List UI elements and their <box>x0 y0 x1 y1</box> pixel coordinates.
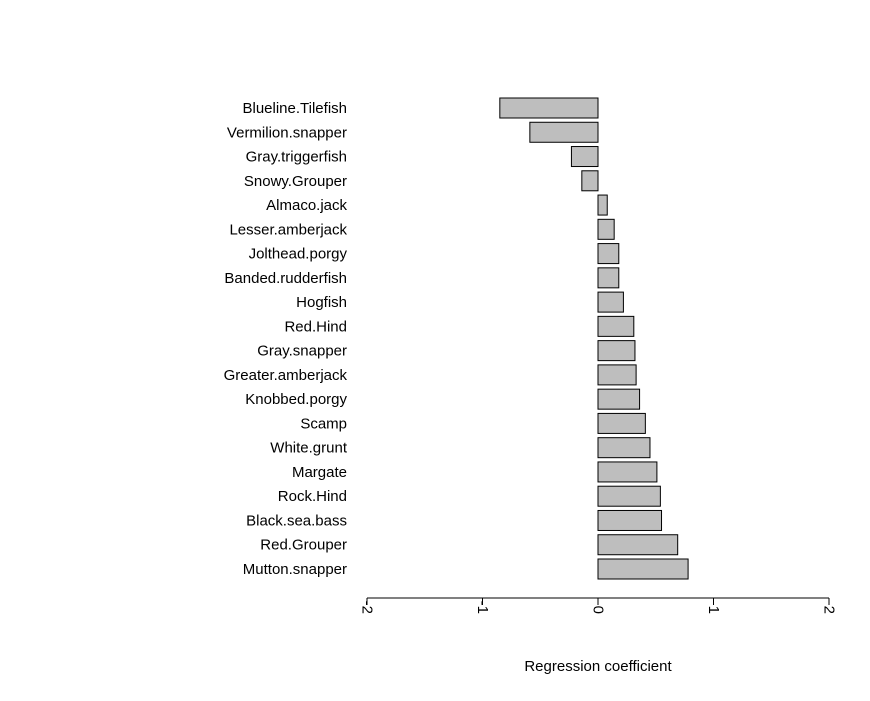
category-label: Snowy.Grouper <box>244 173 347 190</box>
category-label: Margate <box>292 464 347 481</box>
category-label: Rock.Hind <box>278 488 347 505</box>
x-tick-label: -1 <box>474 601 491 614</box>
bar-red-grouper <box>597 534 679 556</box>
x-tick-label: 2 <box>821 606 838 614</box>
category-label: White.grunt <box>270 440 348 457</box>
bar-vermilion-snapper <box>529 121 599 143</box>
bar-scamp <box>597 412 646 434</box>
category-label: Mutton.snapper <box>243 561 347 578</box>
bar-rock-hind <box>597 485 661 507</box>
bar-almaco-jack <box>597 194 608 216</box>
category-label: Knobbed.porgy <box>245 391 347 408</box>
x-tick-label: 1 <box>705 606 722 614</box>
bar-blueline-tilefish <box>499 97 599 119</box>
x-tick-label: -2 <box>359 601 376 614</box>
category-label: Gray.triggerfish <box>246 149 347 166</box>
bar-knobbed-porgy <box>597 388 641 410</box>
category-label: Hogfish <box>296 294 347 311</box>
x-axis: -2 -1 0 1 2 <box>359 597 838 614</box>
x-tick-label: 0 <box>590 606 607 614</box>
bar-red-hind <box>597 315 635 337</box>
bar-greater-amberjack <box>597 364 637 386</box>
category-label: Red.Hind <box>284 318 347 335</box>
bar-gray-triggerfish <box>570 146 599 168</box>
bar-hogfish <box>597 291 624 313</box>
bar-white-grunt <box>597 437 651 459</box>
bar-black-sea-bass <box>597 509 663 531</box>
bar-mutton-snapper <box>597 558 689 580</box>
category-labels: Blueline.Tilefish Vermilion.snapper Gray.t… <box>224 100 348 578</box>
category-label: Vermilion.snapper <box>227 124 347 141</box>
x-axis-title: Regression coefficient <box>524 658 672 675</box>
category-label: Red.Grouper <box>260 537 347 554</box>
category-label: Gray.snapper <box>257 343 347 360</box>
bars-layer <box>499 97 689 580</box>
category-label: Banded.rudderfish <box>224 270 347 287</box>
bar-snowy-grouper <box>581 170 599 192</box>
bar-margate <box>597 461 658 483</box>
category-label: Jolthead.porgy <box>249 246 348 263</box>
category-label: Scamp <box>300 415 347 432</box>
category-label: Greater.amberjack <box>224 367 348 384</box>
bar-lesser-amberjack <box>597 218 615 240</box>
category-label: Blueline.Tilefish <box>243 100 348 117</box>
category-label: Black.sea.bass <box>246 512 347 529</box>
bar-banded-rudderfish <box>597 267 620 289</box>
bar-gray-snapper <box>597 340 636 362</box>
category-label: Lesser.amberjack <box>229 221 347 238</box>
bar-jolthead-porgy <box>597 243 620 265</box>
category-label: Almaco.jack <box>266 197 347 214</box>
